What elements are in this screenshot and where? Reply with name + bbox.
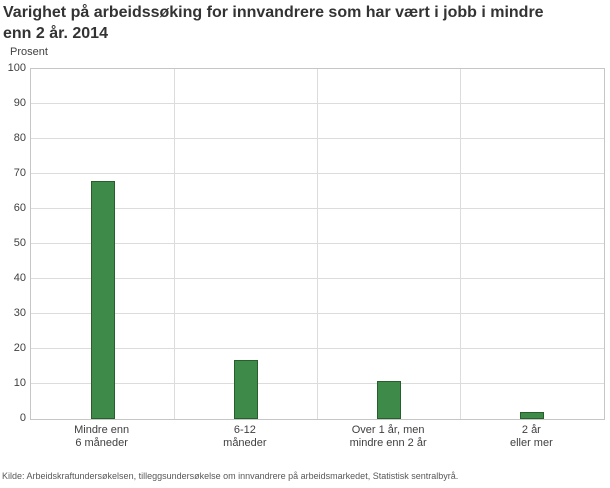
vertical-gridline — [460, 69, 462, 419]
x-tick-label: Over 1 år, men mindre enn 2 år — [349, 424, 427, 449]
y-tick-label: 10 — [13, 376, 26, 389]
y-tick-label: 30 — [13, 306, 26, 319]
y-tick-label: 80 — [13, 131, 26, 144]
x-tick-label: 6-12 måneder — [223, 424, 267, 449]
y-tick-label: 0 — [19, 411, 26, 424]
bar — [377, 380, 402, 419]
y-tick-label: 90 — [13, 96, 26, 109]
y-axis-unit-label: Prosent — [10, 46, 48, 58]
x-axis: Mindre enn 6 måneder 6-12 måneder Over 1 å… — [30, 424, 603, 456]
x-tick-label: Mindre enn 6 måneder — [74, 424, 130, 449]
bar — [90, 181, 115, 419]
y-tick-label: 50 — [13, 236, 26, 249]
y-axis: 0 10 20 30 40 50 60 70 80 90 100 — [0, 62, 26, 424]
plot-area — [30, 68, 605, 420]
bar — [233, 359, 258, 419]
y-tick-label: 100 — [7, 61, 26, 74]
y-tick-label: 60 — [13, 201, 26, 214]
bar — [520, 412, 545, 419]
vertical-gridline — [317, 69, 318, 419]
y-tick-label: 70 — [13, 166, 26, 179]
x-tick-label: 2 år eller mer — [509, 424, 553, 449]
source-note: Kilde: Arbeidskraftundersøkelsen, tilleg… — [2, 471, 459, 481]
y-tick-label: 40 — [13, 271, 26, 284]
y-tick-label: 20 — [13, 341, 26, 354]
vertical-gridline — [173, 69, 175, 419]
chart-title: Varighet på arbeidssøking for innvandrer… — [3, 4, 544, 42]
